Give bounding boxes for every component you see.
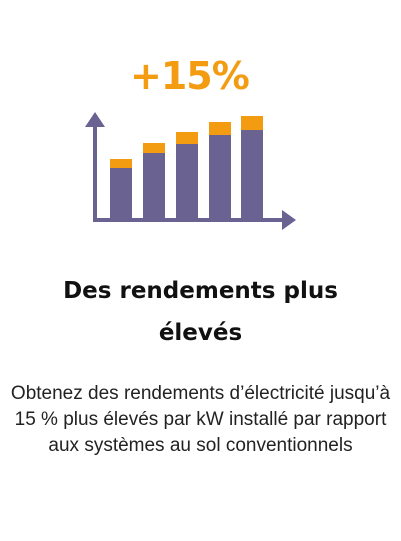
bar-5-top <box>241 116 263 130</box>
percentage-headline: +15% <box>130 54 250 98</box>
bar-4-top <box>209 122 231 135</box>
bar-4 <box>209 135 231 219</box>
feature-title: Des rendements plus élevés <box>63 278 338 346</box>
bar-2 <box>143 153 165 219</box>
chart-axes <box>85 112 296 230</box>
bar-5 <box>241 130 263 219</box>
chart-bars <box>110 116 263 219</box>
x-axis-arrowhead <box>282 210 296 230</box>
bar-1-top <box>110 159 132 168</box>
growth-bar-chart-icon <box>85 112 296 230</box>
bar-1 <box>110 168 132 219</box>
bar-3-top <box>176 132 198 144</box>
y-axis-arrowhead <box>85 112 105 127</box>
feature-description: Obtenez des rendements d’électricité jus… <box>10 383 391 456</box>
bar-2-top <box>143 143 165 153</box>
bar-3 <box>176 144 198 219</box>
